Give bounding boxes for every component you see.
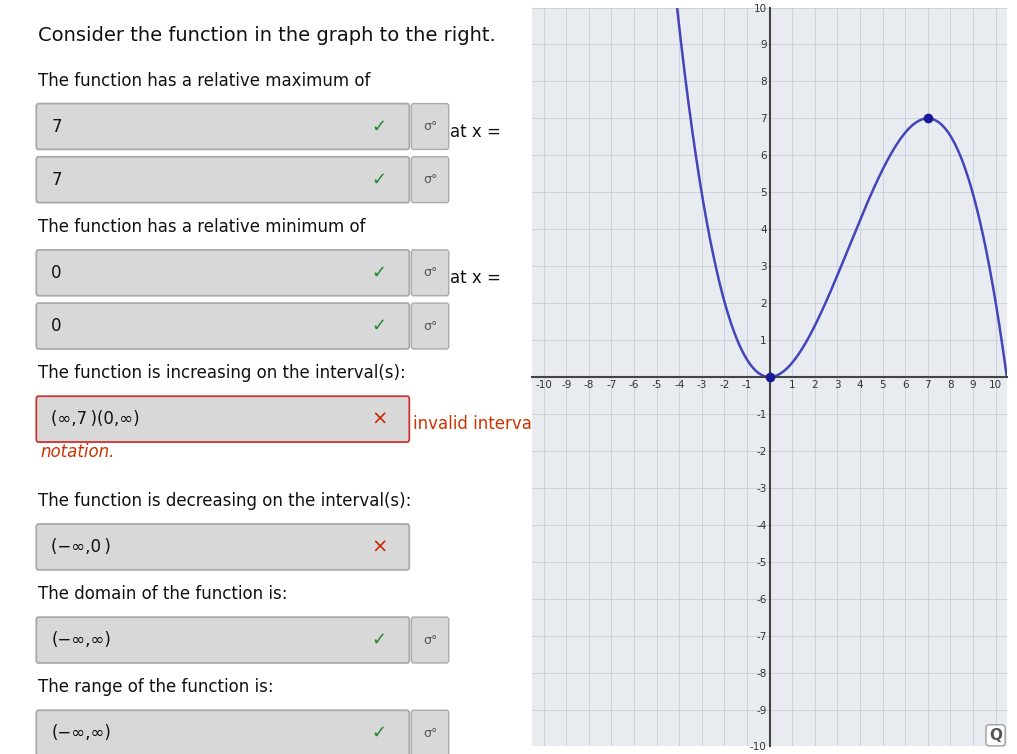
FancyBboxPatch shape	[411, 103, 448, 149]
Text: 0: 0	[51, 317, 62, 335]
Text: The domain of the function is:: The domain of the function is:	[39, 585, 288, 603]
FancyBboxPatch shape	[411, 710, 448, 754]
Text: ×: ×	[371, 538, 387, 556]
Text: ✓: ✓	[371, 118, 386, 136]
Text: at x =: at x =	[451, 123, 501, 141]
Text: invalid interval: invalid interval	[413, 415, 537, 434]
Text: ✓: ✓	[371, 724, 386, 742]
FancyBboxPatch shape	[37, 617, 409, 663]
FancyBboxPatch shape	[37, 396, 409, 442]
FancyBboxPatch shape	[37, 524, 409, 570]
Text: ✓: ✓	[371, 317, 386, 335]
Text: 0: 0	[51, 264, 62, 282]
Text: notation.: notation.	[41, 443, 115, 461]
FancyBboxPatch shape	[411, 157, 448, 203]
Text: (∞,7 )(0,∞): (∞,7 )(0,∞)	[51, 410, 139, 428]
Text: σ°: σ°	[423, 633, 437, 647]
Text: Q: Q	[990, 728, 1002, 743]
Text: σ°: σ°	[423, 727, 437, 740]
Text: ✓: ✓	[371, 170, 386, 188]
Text: σ°: σ°	[423, 173, 437, 186]
FancyBboxPatch shape	[411, 250, 448, 296]
Text: The function is increasing on the interval(s):: The function is increasing on the interv…	[39, 364, 406, 382]
Text: ×: ×	[371, 409, 387, 428]
FancyBboxPatch shape	[37, 103, 409, 149]
Text: The range of the function is:: The range of the function is:	[39, 679, 274, 697]
Text: at x =: at x =	[451, 269, 501, 287]
Text: (−∞,∞): (−∞,∞)	[51, 631, 111, 649]
Text: σ°: σ°	[423, 120, 437, 133]
Text: (−∞,∞): (−∞,∞)	[51, 724, 111, 742]
Text: The function is decreasing on the interval(s):: The function is decreasing on the interv…	[39, 492, 412, 510]
Text: 7: 7	[51, 118, 62, 136]
Text: 7: 7	[51, 170, 62, 188]
Text: σ°: σ°	[423, 320, 437, 333]
FancyBboxPatch shape	[37, 157, 409, 203]
Text: ✓: ✓	[371, 631, 386, 649]
FancyBboxPatch shape	[37, 710, 409, 754]
Text: Consider the function in the graph to the right.: Consider the function in the graph to th…	[39, 26, 496, 45]
FancyBboxPatch shape	[37, 250, 409, 296]
FancyBboxPatch shape	[411, 303, 448, 349]
Text: ✓: ✓	[371, 264, 386, 282]
FancyBboxPatch shape	[37, 303, 409, 349]
Text: σ°: σ°	[423, 266, 437, 279]
Text: (−∞,0 ): (−∞,0 )	[51, 538, 111, 556]
FancyBboxPatch shape	[411, 617, 448, 663]
Text: The function has a relative minimum of: The function has a relative minimum of	[39, 218, 366, 236]
Text: The function has a relative maximum of: The function has a relative maximum of	[39, 72, 371, 90]
